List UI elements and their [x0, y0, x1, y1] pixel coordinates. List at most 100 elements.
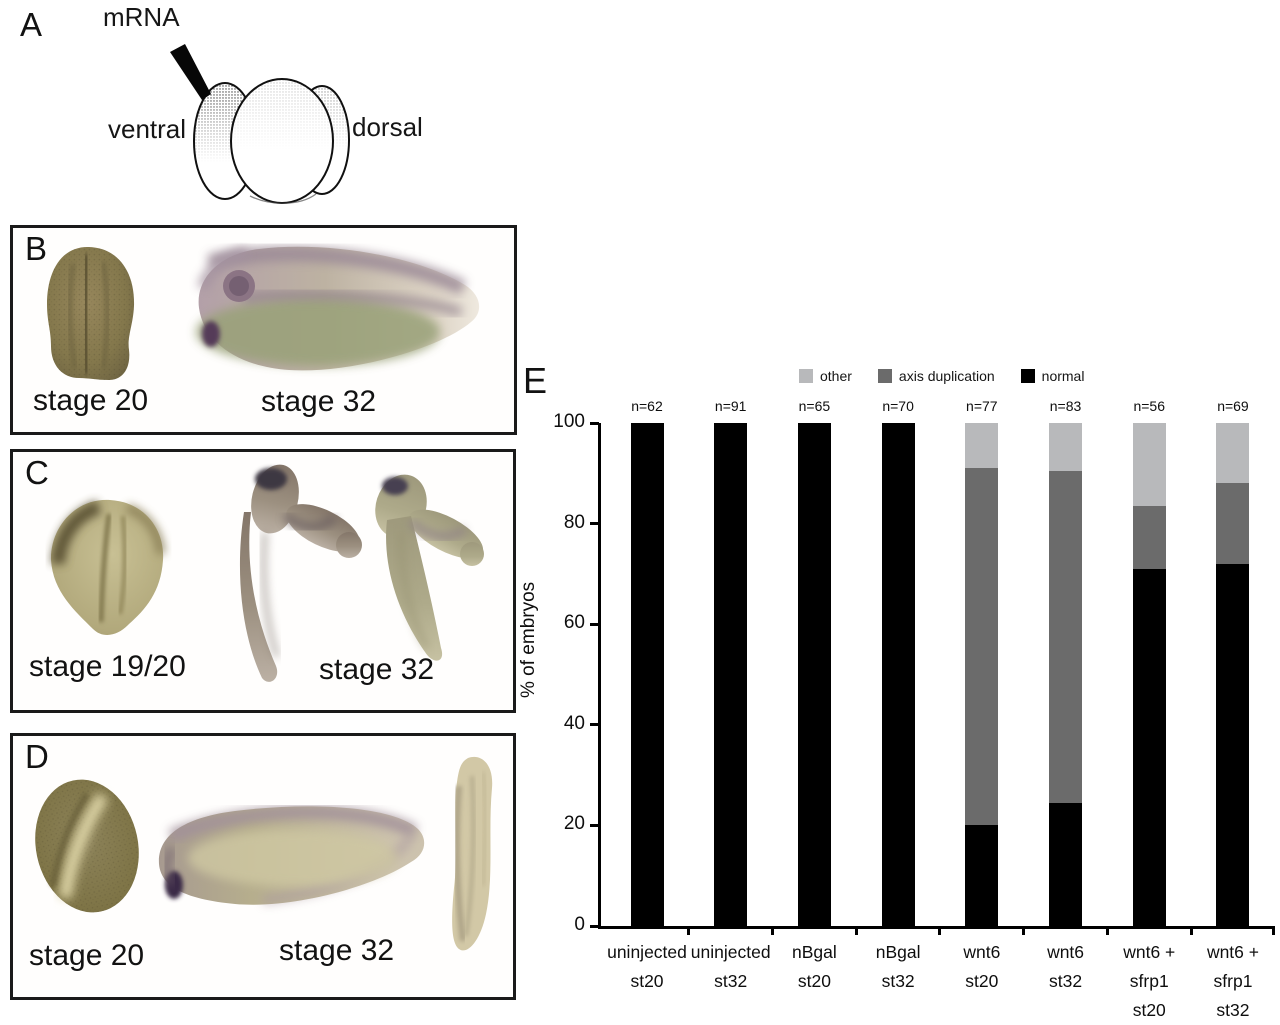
injection-needle-icon — [170, 44, 211, 100]
stacked-bar — [1049, 423, 1083, 926]
y-tick-label: 20 — [563, 813, 585, 835]
panel-d-caption-stage20: stage 20 — [29, 939, 145, 972]
embryo-axis-duplication-dark — [239, 464, 362, 682]
category-label: nBgal st20 — [792, 942, 837, 991]
n-count-label: n=83 — [1049, 398, 1082, 414]
embryo-belly-shading — [196, 298, 440, 366]
legend-swatch — [877, 369, 892, 383]
y-axis-title: % of embryos — [518, 581, 539, 698]
bar-segment-normal — [630, 423, 664, 926]
bar-segment-other — [1049, 423, 1083, 471]
panel-a: A mRNA ventral dorsal — [0, 0, 520, 220]
embryo-stage32-ventralized — [158, 805, 425, 905]
panel-d-letter: D — [25, 738, 49, 775]
legend-item-axis-duplication: axis duplication — [877, 368, 995, 384]
x-axis-tick — [1105, 926, 1109, 935]
panel-d-embryo-photos — [35, 756, 493, 951]
legend-swatch — [1020, 369, 1035, 383]
bar-segment-normal — [1216, 563, 1250, 926]
bar-segment-other — [965, 423, 999, 469]
y-axis-tick — [590, 723, 599, 727]
n-count-label: n=77 — [966, 398, 998, 414]
n-count-label: n=65 — [798, 398, 831, 414]
panel-e-letter: E — [523, 360, 548, 401]
stacked-bar — [1132, 423, 1166, 926]
stacked-bar — [1216, 423, 1250, 926]
bar-segment-normal — [797, 423, 831, 926]
embryo-stage32-lateral-view — [196, 246, 480, 371]
stacked-bar — [714, 423, 748, 926]
category-label: wnt6 st32 — [1047, 942, 1085, 991]
legend-label: other — [820, 368, 852, 384]
bar-segment-other — [1132, 423, 1166, 506]
embryo-stage1920-anterior-view — [50, 499, 166, 636]
n-count-label: n=91 — [714, 398, 747, 414]
legend-item-normal: normal — [1020, 368, 1085, 384]
stacked-bar — [881, 423, 915, 926]
n-count-label: n=70 — [882, 398, 914, 414]
x-axis-tick — [938, 926, 942, 935]
legend-item-other: other — [799, 368, 852, 384]
y-axis-tick — [590, 622, 599, 626]
panel-c-embryo-photos — [50, 464, 484, 682]
x-axis-tick — [854, 926, 858, 935]
bar-segment-axis-duplication — [965, 468, 999, 826]
category-label: uninjected st32 — [690, 942, 771, 991]
x-axis-tick — [771, 926, 775, 935]
panel-a-letter: A — [20, 6, 43, 43]
n-count-label: n=69 — [1217, 398, 1249, 414]
panel-b-caption-stage32: stage 32 — [261, 385, 377, 418]
x-axis-tick — [687, 926, 691, 935]
y-tick-label: 40 — [563, 712, 585, 734]
stacked-bar — [630, 423, 664, 926]
panel-c-caption-stage32: stage 32 — [319, 653, 435, 686]
embryo-head-pigment — [382, 477, 408, 495]
bar-segment-normal — [1132, 568, 1166, 926]
embryo-stage20-dorsal-view — [35, 779, 139, 913]
panel-d: D stage 20 stage 32 — [10, 733, 516, 1000]
panel-c: C stage 19/20 stage 32 — [10, 449, 516, 713]
legend-label: axis duplication — [898, 368, 995, 384]
n-count-label: n=62 — [631, 398, 663, 414]
stacked-bar — [965, 423, 999, 926]
category-label: wnt6 st20 — [963, 942, 1001, 991]
stacked-bar — [797, 423, 831, 926]
embryo-cement-gland-stain — [202, 321, 220, 347]
panel-c-caption-stage1920: stage 19/20 — [29, 650, 186, 683]
y-axis-tick — [590, 924, 599, 928]
bar-segment-axis-duplication — [1049, 470, 1083, 803]
x-axis-tick — [1022, 926, 1026, 935]
panel-d-caption-stage32: stage 32 — [279, 934, 395, 967]
y-tick-label: 100 — [553, 411, 585, 432]
panel-b-embryo-photos — [47, 246, 480, 380]
ventral-label: ventral — [108, 114, 187, 144]
bar-segment-normal — [1049, 802, 1083, 926]
embryo-head-pigment — [255, 468, 287, 490]
category-label: uninjected st20 — [607, 942, 687, 991]
chart-legend: other axis duplication normal — [799, 368, 1084, 384]
front-blastomere — [230, 78, 334, 204]
panel-b-caption-stage20: stage 20 — [33, 384, 149, 417]
bar-segment-normal — [965, 825, 999, 926]
bar-segment-axis-duplication — [1216, 483, 1250, 564]
n-count-label: n=56 — [1133, 398, 1166, 414]
legend-label: normal — [1041, 368, 1085, 384]
embryo-axis-duplication-light — [375, 474, 484, 661]
y-axis-tick — [590, 823, 599, 827]
x-axis-tick — [1189, 926, 1193, 935]
panel-b-letter: B — [25, 230, 48, 267]
bar-segment-axis-duplication — [1132, 506, 1166, 569]
y-axis-tick — [590, 522, 599, 526]
x-axis-tick — [1272, 926, 1275, 935]
y-tick-label: 80 — [563, 511, 585, 533]
dorsal-label: dorsal — [352, 112, 423, 142]
legend-swatch — [799, 369, 813, 383]
y-tick-label: 0 — [574, 914, 585, 935]
panel-c-letter: C — [25, 454, 49, 491]
embryo-stage20-dorsal-view — [47, 246, 135, 380]
panel-b: B stage 20 stage 32 — [10, 225, 517, 435]
bar-segment-normal — [881, 423, 915, 926]
bar-segment-other — [1216, 423, 1250, 484]
bar-segment-normal — [714, 423, 748, 926]
category-label: nBgal st32 — [875, 942, 921, 991]
